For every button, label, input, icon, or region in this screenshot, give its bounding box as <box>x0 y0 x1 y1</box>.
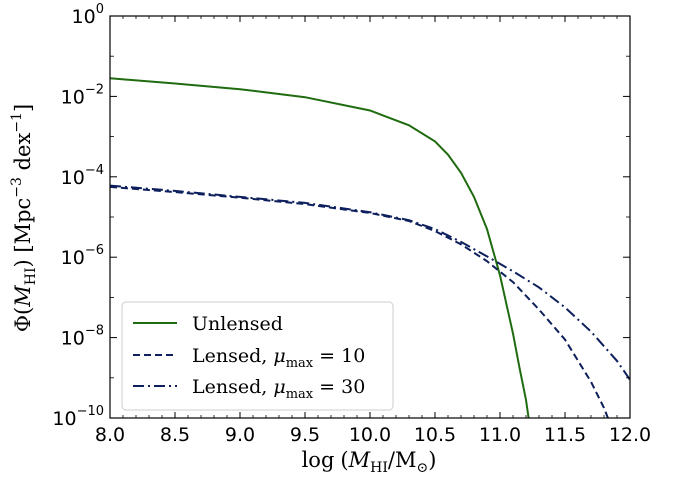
x-tick-label: 10.5 <box>414 424 456 446</box>
y-axis-title: Φ(MHI) [Mpc−3 dex−1] <box>9 104 39 332</box>
legend: Unlensed Lensed, μmax = 10 Lensed, μmax … <box>121 301 394 411</box>
x-axis-title: log (MHI/M⊙) <box>302 448 437 476</box>
legend-label-unlensed: Unlensed <box>192 313 283 335</box>
x-tick-label: 9.0 <box>225 424 255 446</box>
y-tick-label: 100 <box>72 2 104 28</box>
legend-label-lensed-10: Lensed, μmax = 10 <box>192 345 365 371</box>
series-line-1 <box>110 185 609 418</box>
series-line-2 <box>110 184 630 381</box>
legend-box <box>121 301 394 411</box>
y-tick-label: 10−8 <box>61 324 104 350</box>
series-layer <box>110 77 630 418</box>
x-tick-label: 11.5 <box>544 424 586 446</box>
x-tick-label: 10.0 <box>349 424 391 446</box>
x-tick-label: 12.0 <box>609 424 651 446</box>
y-tick-label: 10−10 <box>52 404 104 430</box>
y-tick-label: 10−4 <box>61 163 104 189</box>
ticks-layer: 8.0 8.5 9.0 9.5 10.0 10.5 11.0 11.5 12.0 100 10−2 1… <box>52 2 651 446</box>
y-tick-label: 10−6 <box>61 243 104 269</box>
x-tick-label: 8.5 <box>160 424 190 446</box>
legend-label-lensed-30: Lensed, μmax = 30 <box>192 376 365 402</box>
series-line-0 <box>110 77 530 418</box>
x-tick-label: 9.5 <box>290 424 320 446</box>
y-tick-label: 10−2 <box>61 82 104 108</box>
x-tick-label: 8.0 <box>95 424 125 446</box>
x-tick-label: 11.0 <box>479 424 521 446</box>
